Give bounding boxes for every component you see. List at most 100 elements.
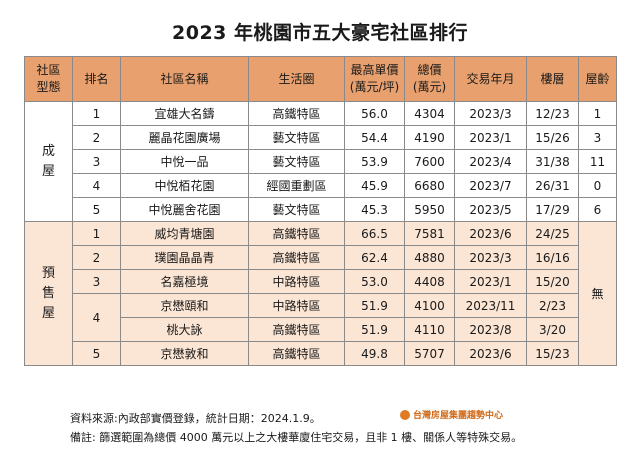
cell-total: 4304 — [404, 101, 455, 126]
cell-area: 高鐵特區 — [248, 101, 345, 126]
category-presale: 預 售 屋 — [24, 221, 73, 366]
cell-floor: 17/29 — [526, 197, 579, 222]
header-age: 屋齡 — [578, 56, 617, 102]
cell-unit-price: 45.9 — [344, 173, 405, 198]
page-title: 2023 年桃園市五大豪宅社區排行 — [172, 22, 468, 44]
cell-name: 威均青塘園 — [120, 221, 249, 246]
table-row: 桃大詠 高鐵特區 51.9 4110 2023/8 3/20 — [25, 317, 617, 342]
cell-date: 2023/1 — [454, 125, 527, 150]
cell-rank: 4 — [72, 293, 121, 342]
cell-floor: 12/23 — [526, 101, 579, 126]
cell-date: 2023/7 — [454, 173, 527, 198]
cell-total: 7581 — [404, 221, 455, 246]
table-row: 3 名嘉極境 中路特區 53.0 4408 2023/1 15/20 — [25, 269, 617, 294]
cell-total: 6680 — [404, 173, 455, 198]
cell-floor: 15/26 — [526, 125, 579, 150]
cell-name: 麗晶花園廣場 — [120, 125, 249, 150]
cell-date: 2023/3 — [454, 101, 527, 126]
cell-rank: 3 — [72, 149, 121, 174]
notes: 資料來源:內政部實價登錄，統計日期：2024.1.9。 備註: 篩選範圍為總價 … — [70, 409, 522, 447]
cell-total: 4110 — [404, 317, 455, 342]
logo-text: 台灣房屋集團趨勢中心 — [413, 411, 504, 421]
table-row: 4 中悅栢花園 經國重劃區 45.9 6680 2023/7 26/31 0 — [25, 173, 617, 198]
category-presale-text: 預 售 屋 — [41, 265, 55, 321]
cell-floor: 26/31 — [526, 173, 579, 198]
cell-date: 2023/6 — [454, 341, 527, 366]
cell-floor: 15/20 — [526, 269, 579, 294]
cell-date: 2023/8 — [454, 317, 527, 342]
cell-unit-price: 45.3 — [344, 197, 405, 222]
cell-age: 6 — [578, 197, 617, 222]
cell-date: 2023/5 — [454, 197, 527, 222]
cell-name: 桃大詠 — [120, 317, 249, 342]
header-date: 交易年月 — [454, 56, 527, 102]
header-name: 社區名稱 — [120, 56, 249, 102]
table-row: 4 京懋頤和 中路特區 51.9 4100 2023/11 2/23 — [25, 293, 617, 342]
table-row: 5 京懋敦和 高鐵特區 49.8 5707 2023/6 15/23 — [25, 341, 617, 366]
brand-logo: 台灣房屋集團趨勢中心 — [400, 408, 503, 421]
header-unit-price-text: 最高單價 (萬元/坪) — [349, 63, 400, 94]
cell-rank: 2 — [72, 125, 121, 150]
cell-age-presale: 無 — [578, 221, 617, 366]
logo-icon — [400, 409, 410, 420]
ranking-table: 社區 型態 排名 社區名稱 生活圈 最高單價 (萬元/坪) 總價 (萬元) 交易… — [24, 56, 617, 366]
category-existing: 成 屋 — [24, 101, 73, 222]
cell-rank: 5 — [72, 197, 121, 222]
cell-area: 藝文特區 — [248, 197, 345, 222]
cell-area: 高鐵特區 — [248, 221, 345, 246]
header-type: 社區 型態 — [24, 56, 73, 102]
cell-unit-price: 53.0 — [344, 269, 405, 294]
cell-date: 2023/11 — [454, 293, 527, 318]
cell-unit-price: 54.4 — [344, 125, 405, 150]
source-note: 資料來源:內政部實價登錄，統計日期：2024.1.9。 — [70, 412, 321, 425]
header-row: 社區 型態 排名 社區名稱 生活圈 最高單價 (萬元/坪) 總價 (萬元) 交易… — [24, 56, 617, 102]
cell-unit-price: 49.8 — [344, 341, 405, 366]
cell-area: 藝文特區 — [248, 125, 345, 150]
cell-floor: 3/20 — [526, 317, 579, 342]
table-row: 成 屋 1 宜雄大名鑄 高鐵特區 56.0 4304 2023/3 12/23 … — [24, 101, 617, 222]
cell-floor: 16/16 — [526, 245, 579, 270]
header-floor: 樓層 — [526, 56, 579, 102]
cell-unit-price: 53.9 — [344, 149, 405, 174]
cell-area: 高鐵特區 — [248, 245, 345, 270]
cell-date: 2023/3 — [454, 245, 527, 270]
cell-rank: 3 — [72, 269, 121, 294]
header-total: 總價 (萬元) — [404, 56, 455, 102]
cell-rank: 4 — [72, 173, 121, 198]
cell-name: 京懋頤和 — [120, 293, 249, 318]
cell-area: 中路特區 — [248, 293, 345, 318]
cell-unit-price: 62.4 — [344, 245, 405, 270]
cell-rank: 2 — [72, 245, 121, 270]
cell-total: 4100 — [404, 293, 455, 318]
header-type-text: 社區 型態 — [36, 63, 61, 94]
cell-area: 經國重劃區 — [248, 173, 345, 198]
cell-unit-price: 51.9 — [344, 293, 405, 318]
cell-unit-price: 66.5 — [344, 221, 405, 246]
cell-floor: 2/23 — [526, 293, 579, 318]
cell-date: 2023/6 — [454, 221, 527, 246]
cell-name: 京懋敦和 — [120, 341, 249, 366]
cell-date: 2023/1 — [454, 269, 527, 294]
cell-total: 4880 — [404, 245, 455, 270]
cell-name: 璞園晶晶青 — [120, 245, 249, 270]
cell-area: 高鐵特區 — [248, 317, 345, 342]
cell-floor: 24/25 — [526, 221, 579, 246]
table-row: 2 麗晶花園廣場 藝文特區 54.4 4190 2023/1 15/26 3 — [25, 125, 617, 150]
cell-rank: 1 — [72, 221, 121, 246]
header-rank: 排名 — [72, 56, 121, 102]
cell-age: 0 — [578, 173, 617, 198]
cell-area: 高鐵特區 — [248, 341, 345, 366]
header-unit-price: 最高單價 (萬元/坪) — [344, 56, 405, 102]
header-total-text: 總價 (萬元) — [412, 63, 447, 94]
table-row: 5 中悅麗舍花園 藝文特區 45.3 5950 2023/5 17/29 6 — [25, 197, 617, 222]
cell-total: 4408 — [404, 269, 455, 294]
cell-total: 5950 — [404, 197, 455, 222]
cell-name: 中悅麗舍花園 — [120, 197, 249, 222]
cell-name: 名嘉極境 — [120, 269, 249, 294]
cell-total: 4190 — [404, 125, 455, 150]
cell-unit-price: 51.9 — [344, 317, 405, 342]
cell-age: 11 — [578, 149, 617, 174]
cell-age: 1 — [578, 101, 617, 126]
cell-floor: 31/38 — [526, 149, 579, 174]
cell-name: 中悅栢花園 — [120, 173, 249, 198]
